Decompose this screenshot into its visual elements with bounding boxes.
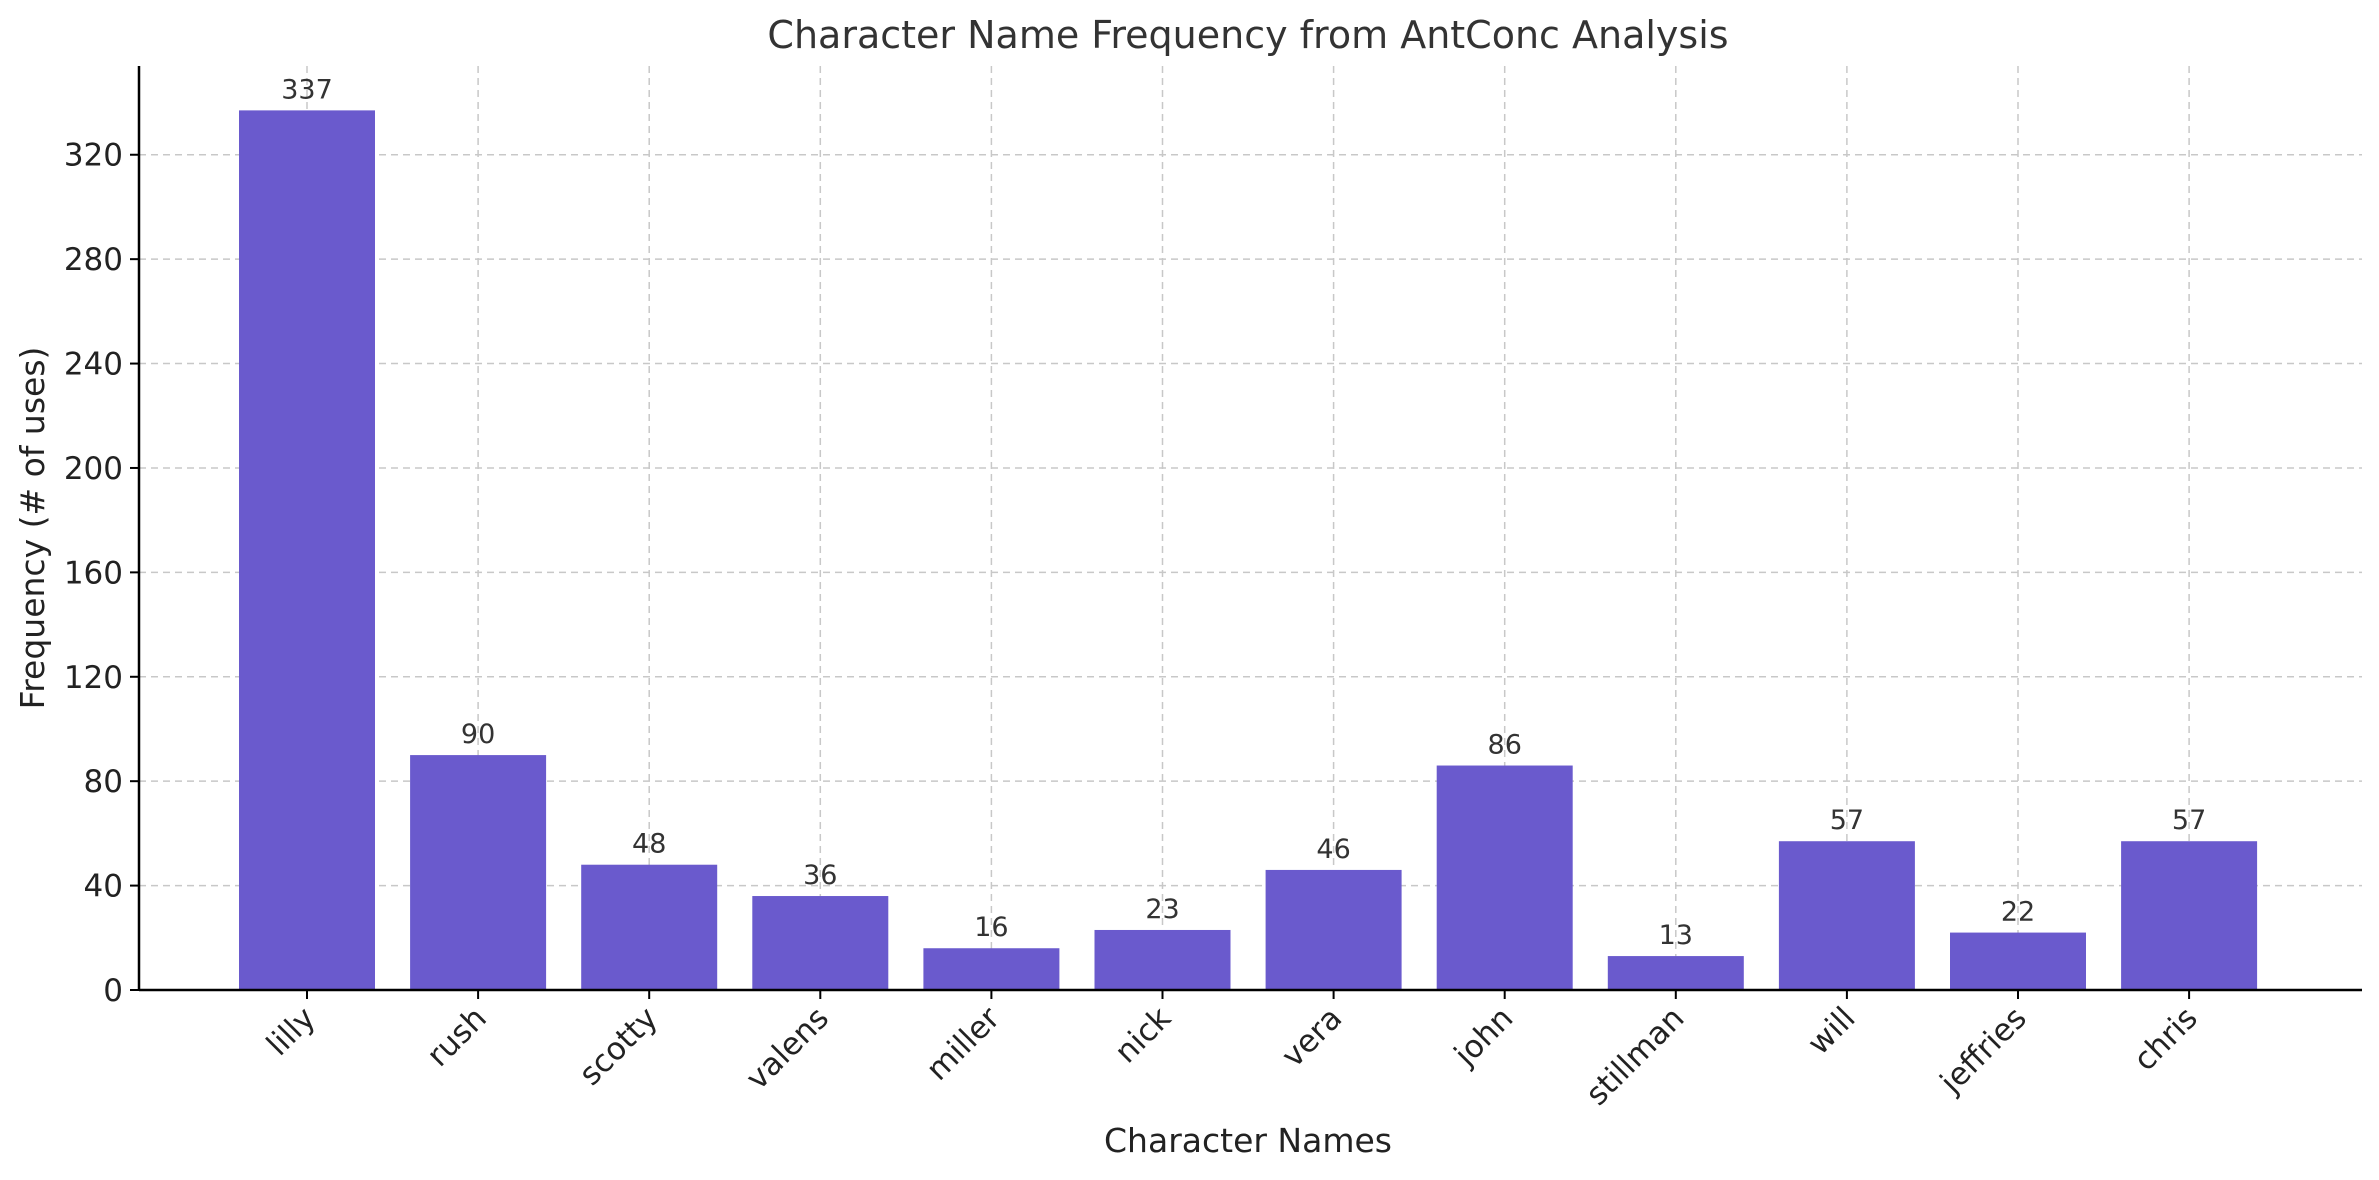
x-tick-label-nick: nick (1108, 1000, 1178, 1070)
data-label-chris: 57 (2172, 805, 2206, 836)
x-tick-label-vera: vera (1275, 1000, 1349, 1074)
bar-lilly (239, 110, 375, 991)
x-tick-label-john: john (1447, 1000, 1520, 1073)
bar-miller (923, 948, 1060, 990)
y-tick-label: 40 (84, 869, 123, 905)
x-tick-label-will: will (1801, 1000, 1863, 1062)
data-label-jeffries: 22 (2001, 897, 2035, 928)
data-label-lilly: 337 (281, 74, 333, 105)
x-tick-label-lilly: lilly (260, 1000, 323, 1063)
x-tick-labels: lilly rush scotty valens miller nick vera john s… (260, 990, 2205, 1113)
x-tick-label-scotty: scotty (572, 1000, 665, 1093)
y-tick-label: 120 (64, 660, 123, 696)
x-tick-label-jeffries: jeffries (1933, 1000, 2034, 1101)
bar-stillman (1607, 956, 1744, 990)
y-tick-label: 240 (64, 347, 123, 383)
data-labels: 337 90 48 36 16 23 46 86 13 57 22 57 (281, 74, 2206, 951)
x-tick-label-valens: valens (739, 1000, 836, 1097)
x-tick-label-chris: chris (2127, 1000, 2205, 1078)
bar-rush (410, 755, 547, 990)
y-axis-label: Frequency (# of uses) (13, 347, 52, 710)
bar-valens (752, 896, 889, 990)
y-tick-label: 0 (103, 973, 123, 1009)
bar-chris (2121, 841, 2258, 990)
bar-nick (1094, 929, 1231, 990)
x-axis-label: Character Names (1104, 1121, 1392, 1160)
bar-john (1436, 765, 1573, 990)
data-label-rush: 90 (461, 719, 495, 750)
data-label-nick: 23 (1145, 894, 1179, 925)
y-tick-label: 280 (64, 242, 123, 278)
data-label-will: 57 (1830, 805, 1864, 836)
bar-jeffries (1950, 932, 2086, 990)
bar-scotty (581, 864, 718, 990)
data-label-valens: 36 (803, 860, 837, 891)
data-label-vera: 46 (1316, 834, 1350, 865)
bars (239, 110, 2258, 991)
y-tick-labels: 0 40 80 120 160 200 240 280 320 (64, 138, 139, 1009)
y-tick-label: 200 (64, 451, 123, 487)
y-tick-label: 160 (64, 555, 123, 591)
data-label-miller: 16 (974, 912, 1008, 943)
y-tick-label: 80 (84, 764, 123, 800)
x-tick-label-rush: rush (420, 1000, 494, 1074)
data-label-scotty: 48 (632, 829, 666, 860)
chart-title: Character Name Frequency from AntConc An… (767, 13, 1728, 57)
bar-will (1778, 841, 1915, 990)
y-tick-label: 320 (64, 138, 123, 174)
x-tick-label-miller: miller (919, 1000, 1007, 1088)
data-label-john: 86 (1488, 730, 1522, 761)
x-tick-label-stillman: stillman (1579, 1000, 1691, 1112)
data-label-stillman: 13 (1659, 920, 1693, 951)
bar-vera (1265, 869, 1402, 990)
